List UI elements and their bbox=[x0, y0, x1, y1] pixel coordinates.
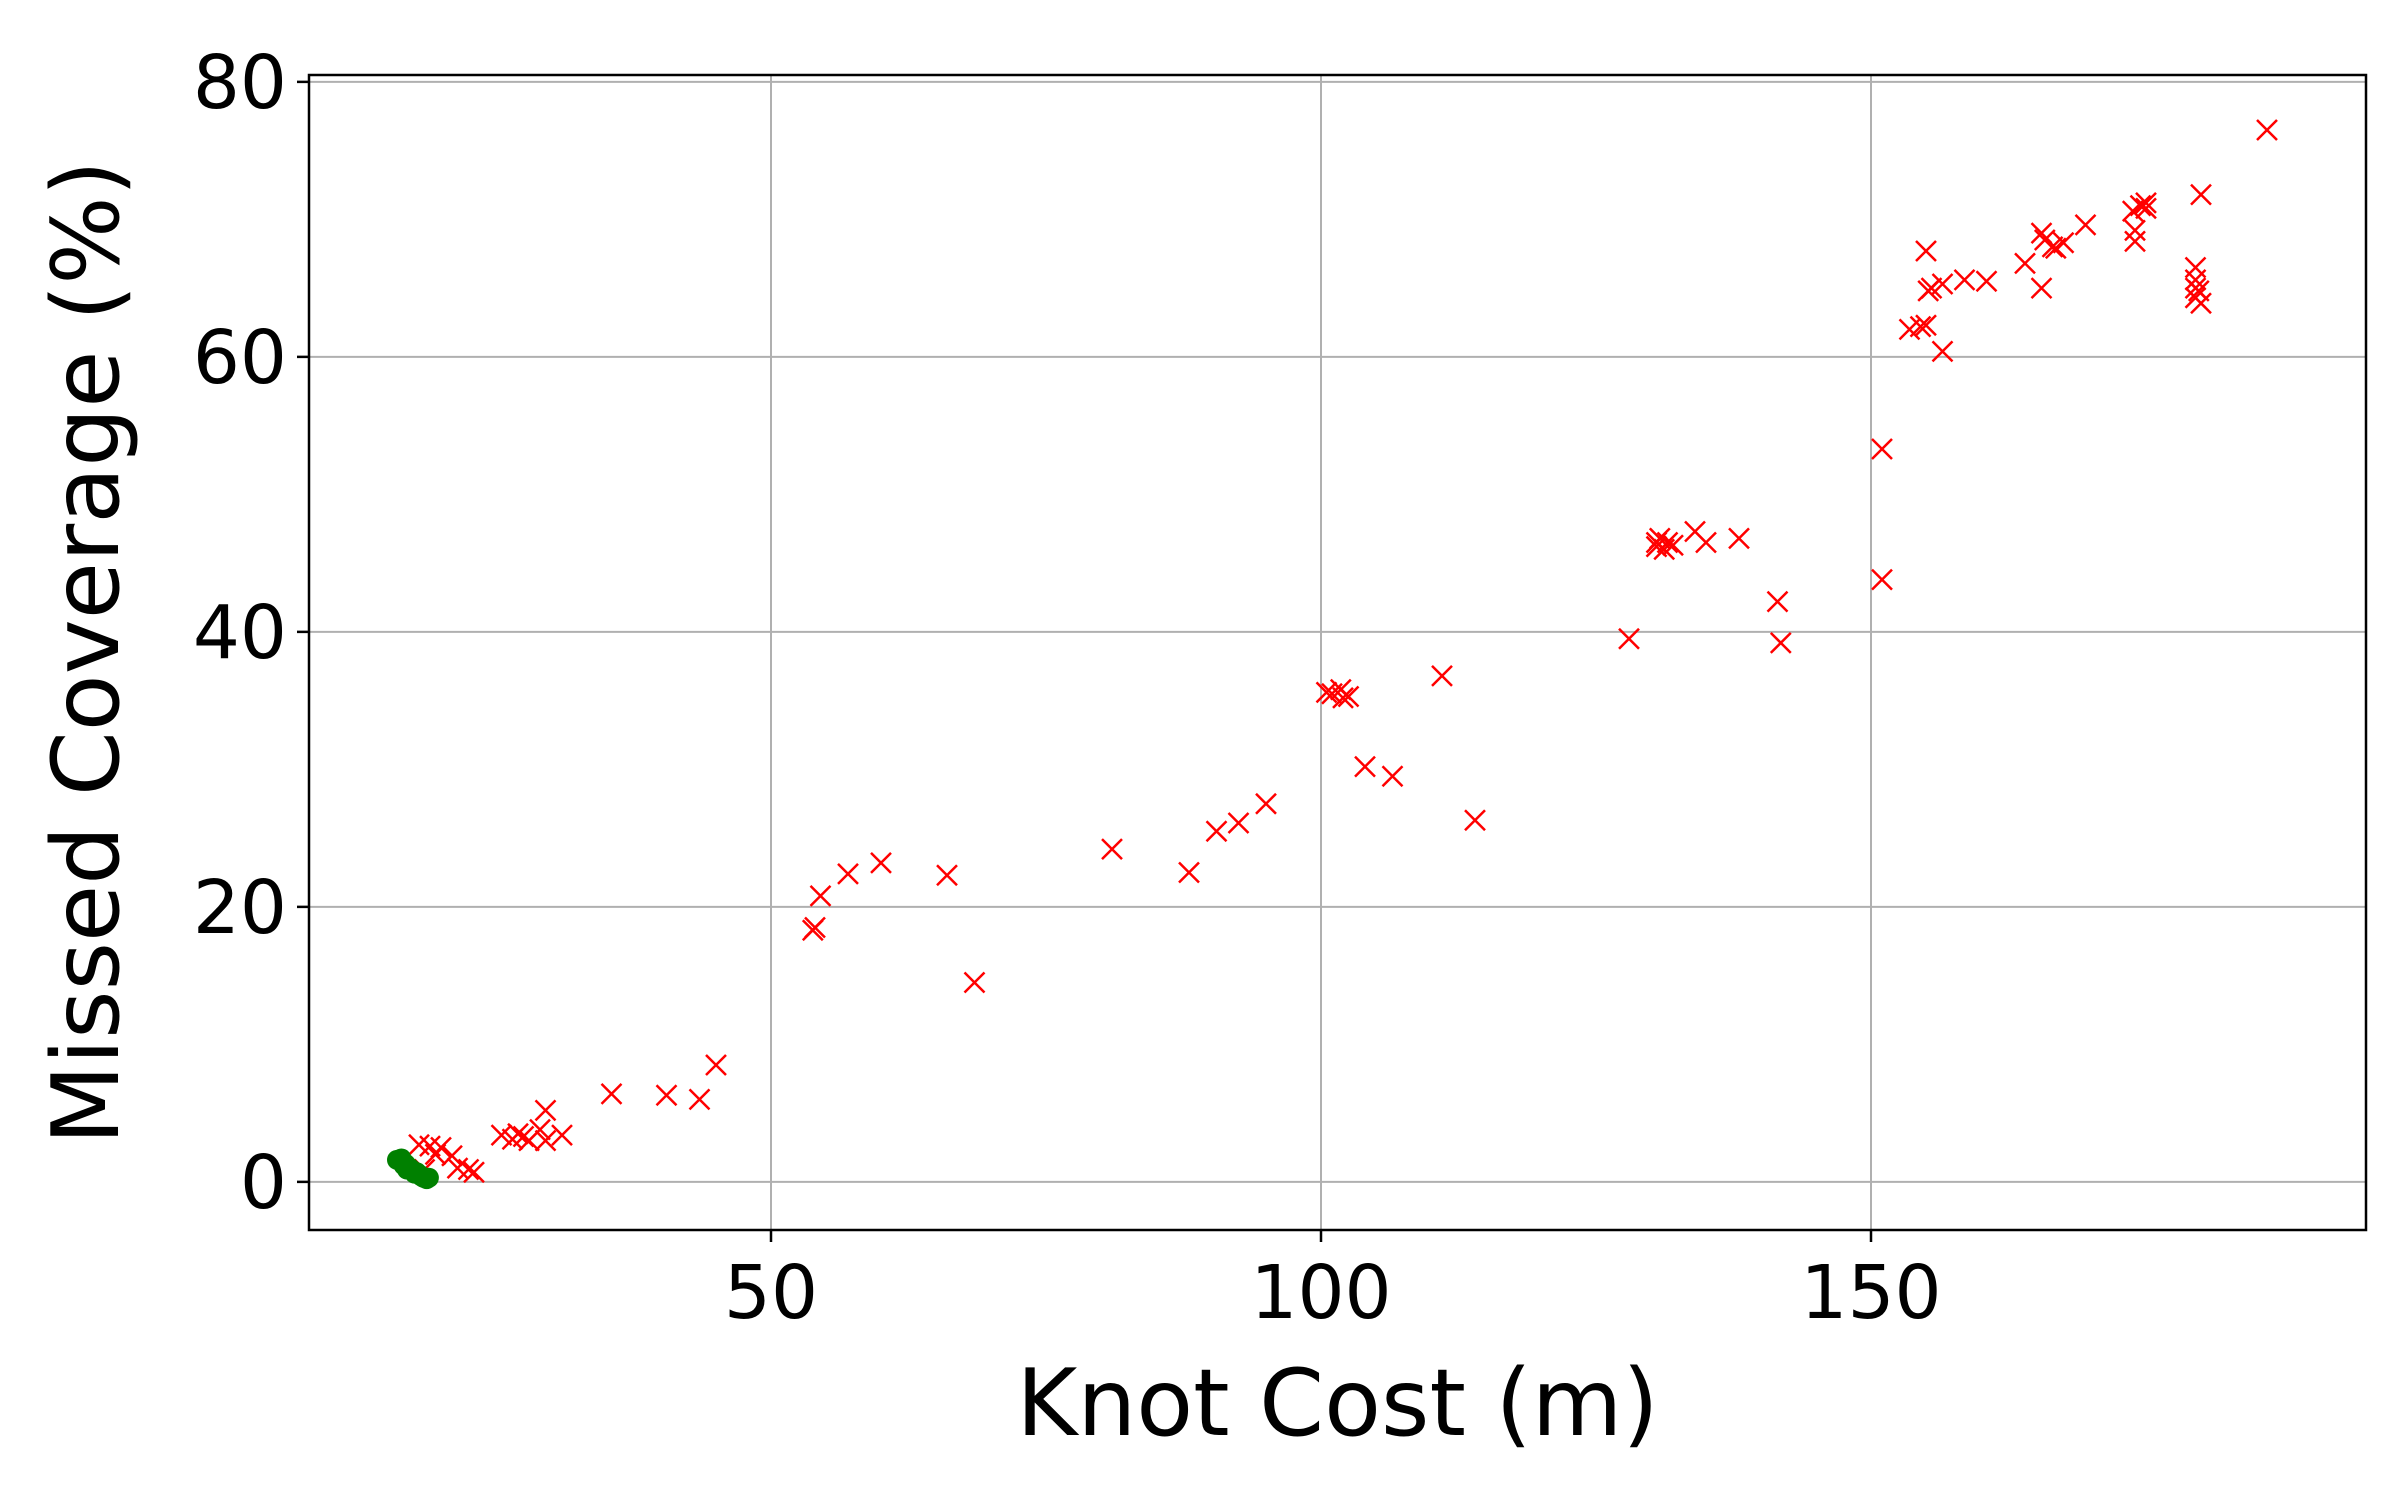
y-tick-label: 0 bbox=[240, 1140, 287, 1226]
scatter-point-x bbox=[705, 1054, 727, 1076]
scatter-point-x bbox=[534, 1129, 557, 1152]
y-axis-label: Missed Coverage (%) bbox=[32, 160, 140, 1145]
scatter-point-x bbox=[2124, 230, 2146, 253]
scatter-point-x bbox=[1227, 812, 1250, 834]
scatter-point-x bbox=[1975, 270, 1998, 293]
scatter-point-x bbox=[408, 1133, 430, 1156]
scatter-point-x bbox=[1898, 318, 1921, 341]
scatter-point-x bbox=[600, 1082, 623, 1105]
scatter-point-x bbox=[1178, 861, 1200, 884]
scatter-point-dot bbox=[418, 1167, 439, 1188]
scatter-point-x bbox=[1931, 273, 1954, 295]
scatter-point-x bbox=[1101, 838, 1123, 861]
scatter-point-x bbox=[2135, 191, 2157, 214]
scatter-point-x bbox=[1931, 340, 1954, 363]
scatter-point-x bbox=[463, 1161, 485, 1184]
y-tick-label: 20 bbox=[193, 865, 287, 951]
scatter-point-x bbox=[1464, 809, 1486, 832]
scatter-point-x bbox=[490, 1124, 513, 1147]
scatter-point-x bbox=[2014, 252, 2036, 275]
scatter-point-x bbox=[1917, 279, 1940, 302]
scatter-point-x bbox=[1645, 535, 1668, 558]
x-tick-label: 150 bbox=[1800, 1250, 1941, 1336]
scatter-point-x bbox=[2135, 197, 2157, 220]
scatter-point-x bbox=[2184, 277, 2207, 300]
axis-ticks: 50 100 150 0 20 40 60 80 bbox=[193, 40, 1942, 1336]
scatter-point-x bbox=[655, 1084, 678, 1107]
scatter-point-x bbox=[446, 1157, 469, 1180]
scatter-point-x bbox=[1656, 531, 1679, 554]
scatter-point-x bbox=[2030, 277, 2053, 300]
plot-frame bbox=[307, 73, 2368, 1232]
scatter-point-x bbox=[1766, 590, 1789, 613]
scatter-point-x bbox=[1871, 568, 1893, 591]
scatter-point-x bbox=[1618, 627, 1640, 650]
x-tick-label: 100 bbox=[1250, 1250, 1391, 1336]
scatter-point-x bbox=[1915, 240, 1937, 262]
scatter-point-x bbox=[441, 1144, 463, 1167]
scatter-point-x bbox=[551, 1124, 573, 1147]
scatter-point-x bbox=[1332, 686, 1354, 709]
scatter-point-x bbox=[1381, 765, 1404, 788]
scatter-point-x bbox=[1769, 631, 1792, 654]
scatter-point-x bbox=[2190, 183, 2212, 206]
scatter-point-x bbox=[1684, 520, 1706, 543]
x-axis-label: Knot Cost (m) bbox=[1016, 1349, 1658, 1457]
scatter-point-x bbox=[688, 1088, 711, 1111]
scatter-point-dot bbox=[398, 1156, 418, 1177]
scatter-point-x bbox=[1653, 538, 1676, 561]
data-points bbox=[387, 119, 2278, 1190]
scatter-point-x bbox=[2121, 200, 2144, 223]
scatter-point-x bbox=[963, 971, 986, 994]
scatter-point-x bbox=[1915, 314, 1937, 337]
scatter-point-x bbox=[2256, 119, 2278, 141]
x-tick-label: 50 bbox=[724, 1250, 818, 1336]
scatter-point-x bbox=[534, 1099, 557, 1122]
y-tick-label: 40 bbox=[193, 590, 287, 676]
scatter-point-x bbox=[2074, 213, 2097, 236]
scatter-point-x bbox=[2030, 222, 2053, 245]
scatter-point-x bbox=[2124, 219, 2146, 242]
scatter-point-x bbox=[870, 851, 892, 874]
scatter-point-x bbox=[837, 862, 859, 885]
scatter-point-x bbox=[1205, 820, 1228, 843]
scatter-point-x bbox=[2190, 292, 2212, 315]
scatter-point-x bbox=[1431, 664, 1453, 687]
scatter-point-x bbox=[2041, 235, 2064, 258]
y-tick-label: 60 bbox=[193, 315, 287, 401]
scatter-point-x bbox=[804, 916, 826, 939]
scatter-point-x bbox=[1953, 268, 1976, 291]
scatter-point-x bbox=[936, 864, 958, 887]
scatter-point-x bbox=[1315, 681, 1338, 704]
scatter-point-x bbox=[809, 884, 832, 907]
scatter-point-x bbox=[1255, 792, 1277, 815]
scatter-point-x bbox=[1728, 527, 1750, 550]
scatter-point-x bbox=[1354, 755, 1376, 778]
y-tick-label: 80 bbox=[193, 40, 287, 126]
scatter-point-x bbox=[1871, 438, 1893, 460]
grid-lines bbox=[309, 75, 2366, 1230]
scatter-point-x bbox=[501, 1128, 524, 1151]
scatter-point-x bbox=[1337, 685, 1360, 708]
